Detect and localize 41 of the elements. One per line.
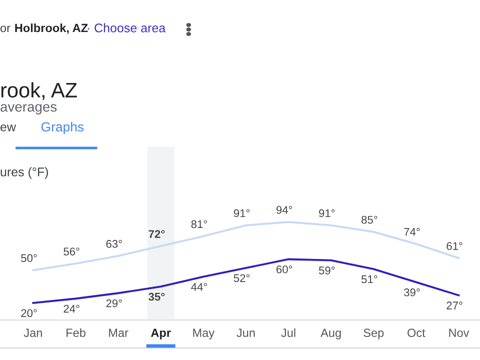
x-tick-label: Feb: [66, 328, 86, 338]
x-tick-label: Oct: [408, 328, 426, 338]
x-tick-label: Jun: [236, 328, 255, 338]
data-label: 85°: [362, 216, 378, 224]
text: or: [0, 26, 10, 32]
text: ew: [0, 124, 16, 132]
x-tick-label: Apr: [150, 328, 171, 340]
x-tick-label: Nov: [449, 328, 470, 338]
data-label: 56°: [64, 248, 80, 256]
data-label: 51°: [361, 275, 378, 284]
data-label: 94°: [276, 206, 292, 214]
x-tick-label: Sep: [364, 328, 384, 340]
x-tick-label: Jan: [24, 328, 42, 338]
data-label: 91°: [319, 209, 335, 218]
data-label: 20°: [21, 309, 37, 318]
data-label: 24°: [64, 304, 80, 313]
data-label: 61°: [446, 242, 462, 250]
x-tick-label: Jul: [281, 328, 296, 338]
text: Graphs: [41, 122, 84, 134]
data-label: 52°: [234, 274, 250, 282]
text: · Choose area: [88, 23, 166, 32]
data-label: 81°: [191, 220, 207, 228]
x-tick-label: May: [193, 328, 215, 340]
data-label: 39°: [404, 288, 420, 296]
data-label: 74°: [404, 228, 420, 236]
chart-subtitle: averages: [0, 104, 57, 114]
x-tick-label: Mar: [109, 328, 128, 338]
data-label: 27°: [446, 302, 462, 310]
data-label: 29°: [106, 299, 122, 308]
data-label: 91°: [234, 209, 250, 218]
data-label: 59°: [318, 266, 335, 274]
data-label: 35°: [148, 292, 165, 301]
data-label: 63°: [106, 240, 122, 248]
chart-title: rook, AZ: [1, 82, 77, 100]
data-label: 72°: [148, 230, 165, 238]
data-label: 50°: [21, 254, 37, 262]
data-label: 60°: [276, 265, 292, 274]
text: ures (°F): [0, 167, 48, 179]
data-label: 44°: [191, 282, 207, 291]
x-tick-label: Aug: [320, 328, 341, 340]
text: Holbrook, AZ: [15, 24, 88, 34]
